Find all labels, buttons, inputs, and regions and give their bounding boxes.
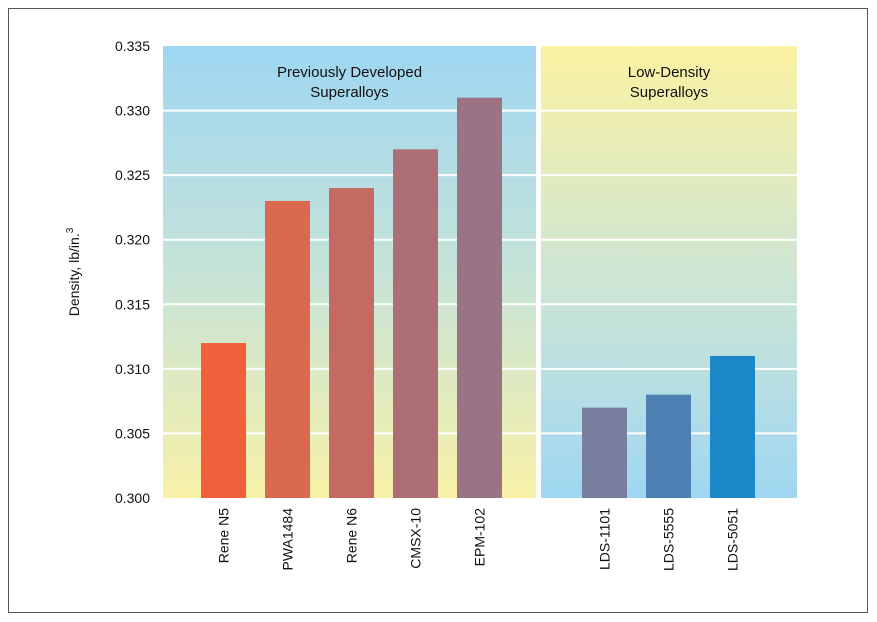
y-tick-label: 0.320 <box>115 232 150 248</box>
bar-rene-n6 <box>329 188 374 499</box>
y-axis-label-superscript: 3 <box>65 227 76 233</box>
y-tick-label: 0.305 <box>115 425 150 441</box>
bar-lds-5051 <box>710 355 755 498</box>
y-axis-label-text: Density, lb/in. <box>66 233 82 316</box>
bars-group <box>201 97 755 499</box>
panel-title-line: Low-Density <box>628 64 711 81</box>
y-tick-label: 0.310 <box>115 361 150 377</box>
category-label: PWA1484 <box>280 508 296 571</box>
y-tick-label: 0.330 <box>115 103 150 119</box>
category-label: LDS-5555 <box>661 508 677 571</box>
panel-title-line: Superalloys <box>630 84 708 101</box>
y-tick-label: 0.300 <box>115 490 150 506</box>
y-tick-label: 0.335 <box>115 38 150 54</box>
category-label: Rene N6 <box>344 508 360 563</box>
y-tick-label: 0.325 <box>115 167 150 183</box>
category-label: LDS-5051 <box>725 508 741 571</box>
category-label: EPM-102 <box>472 508 488 567</box>
category-label: CMSX-10 <box>408 508 424 569</box>
category-label: LDS-1101 <box>597 508 613 570</box>
y-tick-label: 0.315 <box>115 296 150 312</box>
category-label: Rene N5 <box>216 508 232 563</box>
bar-epm-102 <box>457 97 502 499</box>
category-labels: Rene N5 PWA1484 Rene N6 CMSX-10 EPM-102 LDS-1… <box>216 508 741 571</box>
bar-cmsx-10 <box>393 149 438 499</box>
bar-lds-1101 <box>582 407 627 498</box>
bar-rene-n5 <box>201 343 246 498</box>
panel-title-line: Superalloys <box>310 84 388 101</box>
panel-titles: Previously Developed Superalloys Low-Densi… <box>277 64 711 101</box>
panel-title-line: Previously Developed <box>277 64 422 81</box>
bar-pwa1484 <box>265 200 310 498</box>
bar-lds-5555 <box>646 394 691 498</box>
y-axis-ticks: 0.335 0.330 0.325 0.320 0.315 0.310 0.305 0.300 <box>115 38 150 506</box>
y-axis-label: Density, lb/in.3 <box>65 227 82 316</box>
